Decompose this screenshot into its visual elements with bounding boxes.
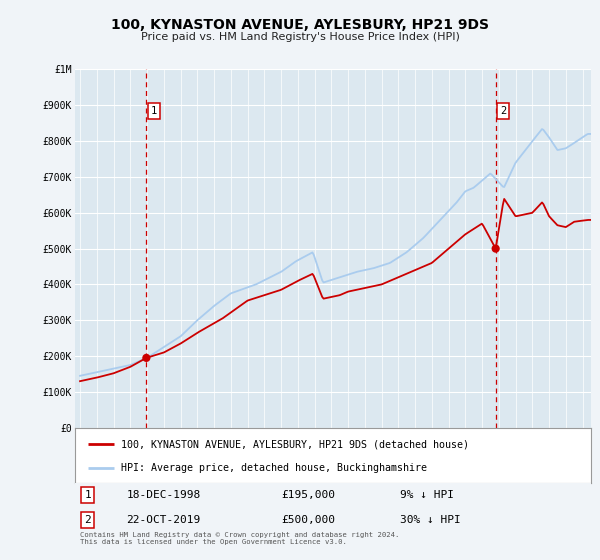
Text: 18-DEC-1998: 18-DEC-1998 xyxy=(127,491,201,500)
Text: £195,000: £195,000 xyxy=(281,491,335,500)
Text: 9% ↓ HPI: 9% ↓ HPI xyxy=(400,491,454,500)
Text: 2: 2 xyxy=(85,515,91,525)
Text: 22-OCT-2019: 22-OCT-2019 xyxy=(127,515,201,525)
Text: 30% ↓ HPI: 30% ↓ HPI xyxy=(400,515,461,525)
Text: 1: 1 xyxy=(85,491,91,500)
Text: 1: 1 xyxy=(151,106,157,116)
Point xyxy=(491,244,500,253)
Text: 100, KYNASTON AVENUE, AYLESBURY, HP21 9DS (detached house): 100, KYNASTON AVENUE, AYLESBURY, HP21 9D… xyxy=(121,440,469,449)
Text: 100, KYNASTON AVENUE, AYLESBURY, HP21 9DS: 100, KYNASTON AVENUE, AYLESBURY, HP21 9D… xyxy=(111,18,489,32)
Text: Price paid vs. HM Land Registry's House Price Index (HPI): Price paid vs. HM Land Registry's House … xyxy=(140,32,460,43)
Text: 2: 2 xyxy=(500,106,506,116)
Text: £500,000: £500,000 xyxy=(281,515,335,525)
Text: Contains HM Land Registry data © Crown copyright and database right 2024.
This d: Contains HM Land Registry data © Crown c… xyxy=(80,533,400,545)
Text: HPI: Average price, detached house, Buckinghamshire: HPI: Average price, detached house, Buck… xyxy=(121,463,427,473)
Point xyxy=(142,353,151,362)
